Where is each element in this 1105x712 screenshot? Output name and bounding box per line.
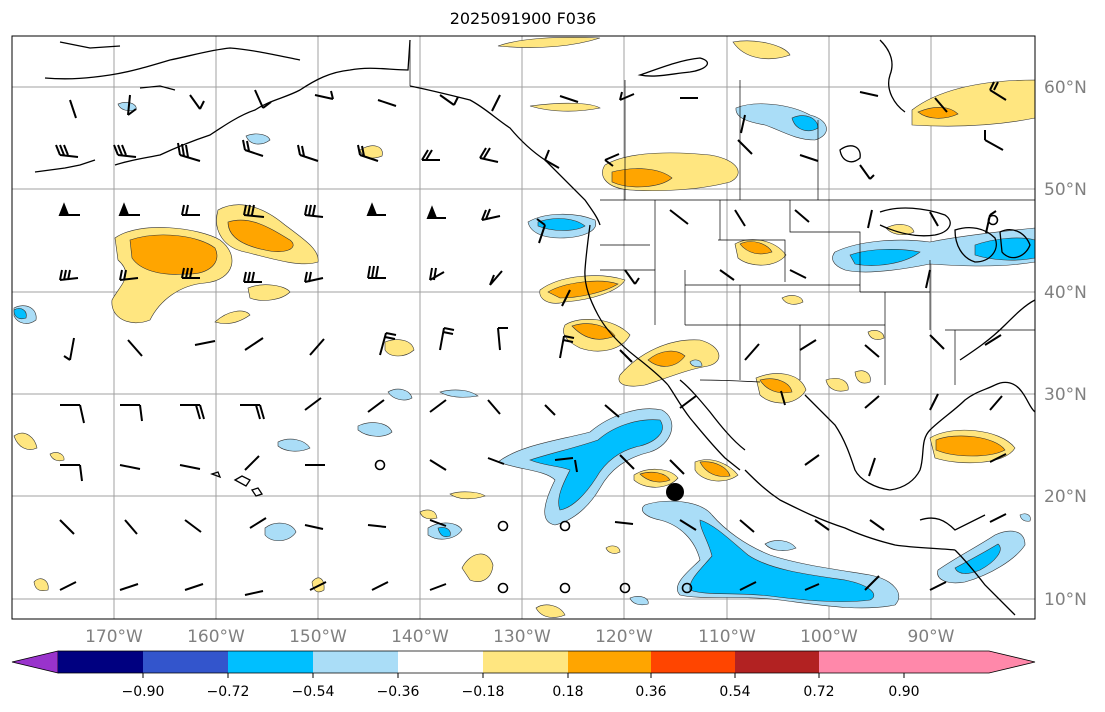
colorbar-segment <box>651 651 735 673</box>
colorbar-tick-label: −0.90 <box>122 684 165 700</box>
storm-center-marker <box>666 483 684 501</box>
colorbar-extend-high <box>904 651 1035 673</box>
coastlines <box>34 39 1035 616</box>
colorbar-segment <box>483 651 568 673</box>
colorbar-segment <box>313 651 398 673</box>
longitude-labels: 170°W 160°W 150°W 140°W 130°W 120°W 110°… <box>85 627 955 647</box>
lon-label-160w: 160°W <box>187 627 245 647</box>
colorbar-tick-label: 0.18 <box>552 684 583 700</box>
calm-circle <box>619 582 631 594</box>
colorbar-tick-label: −0.36 <box>377 684 420 700</box>
lat-label-50n: 50°N <box>1044 180 1087 200</box>
colorbar-segment <box>398 651 483 673</box>
lon-label-100w: 100°W <box>800 627 858 647</box>
colorbar-tick-label: 0.90 <box>888 684 919 700</box>
lon-label-150w: 150°W <box>289 627 347 647</box>
calm-circle <box>374 459 386 471</box>
colorbar-tick-label: −0.54 <box>292 684 335 700</box>
lon-label-90w: 90°W <box>908 627 955 647</box>
colorbar-segment <box>58 651 143 673</box>
political-borders <box>409 40 1035 385</box>
colorbar-extend-low <box>11 650 59 674</box>
calm-circle <box>559 582 571 594</box>
lon-label-170w: 170°W <box>85 627 143 647</box>
lat-label-30n: 30°N <box>1044 385 1087 405</box>
colorbar-tick-label: −0.18 <box>462 684 505 700</box>
lon-label-120w: 120°W <box>595 627 653 647</box>
colorbar-tick-label: −0.72 <box>207 684 250 700</box>
colorbar-tick-label: 0.72 <box>803 684 834 700</box>
lon-label-130w: 130°W <box>493 627 551 647</box>
calm-wind-circles <box>374 214 999 594</box>
lat-label-20n: 20°N <box>1044 487 1087 507</box>
colorbar: −0.90 −0.72 −0.54 −0.36 −0.18 0.18 0.36 … <box>11 650 1036 700</box>
calm-circle <box>987 214 999 226</box>
colorbar-segment <box>568 651 651 673</box>
wind-barbs <box>55 81 1007 596</box>
colorbar-segment <box>735 651 819 673</box>
lat-label-10n: 10°N <box>1044 590 1087 610</box>
positive-anomaly-shading <box>13 36 1035 618</box>
map-background <box>12 36 1035 619</box>
lat-label-40n: 40°N <box>1044 283 1087 303</box>
map-title: 2025091900 F036 <box>449 9 597 28</box>
calm-circle <box>559 520 571 532</box>
colorbar-tick-label: 0.36 <box>635 684 666 700</box>
lat-label-60n: 60°N <box>1044 78 1087 98</box>
calm-circle <box>497 520 509 532</box>
map-frame <box>11 35 1036 620</box>
colorbar-segment <box>228 651 313 673</box>
colorbar-segment <box>143 651 228 673</box>
lon-label-140w: 140°W <box>391 627 449 647</box>
calm-circle <box>681 582 693 594</box>
colorbar-tick-label: 0.54 <box>719 684 750 700</box>
colorbar-segment <box>819 651 904 673</box>
latitude-labels: 60°N 50°N 40°N 30°N 20°N 10°N <box>1044 78 1087 610</box>
calm-circle <box>497 582 509 594</box>
lon-label-110w: 110°W <box>698 627 756 647</box>
